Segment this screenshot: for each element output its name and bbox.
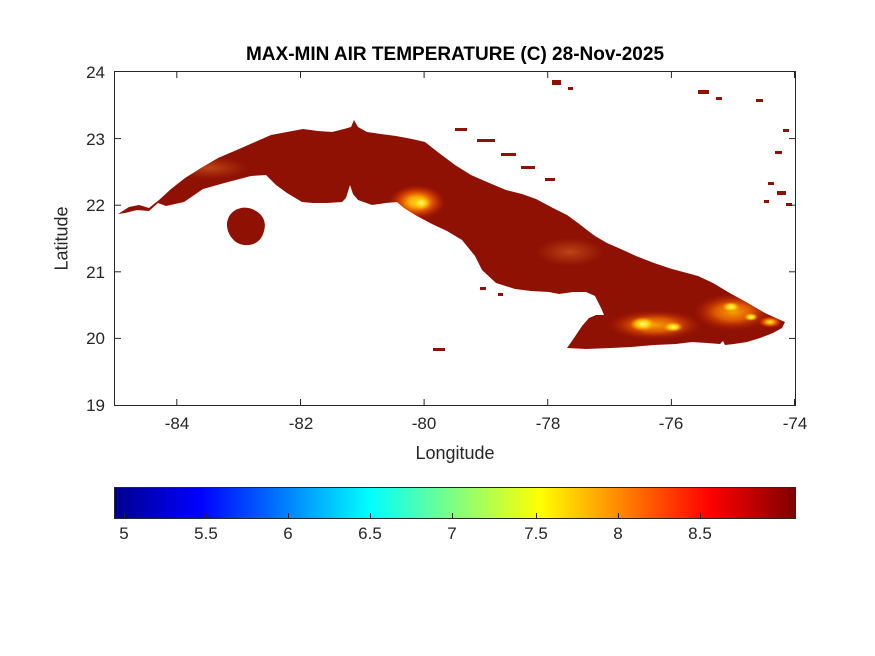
x-tick-label: -74	[782, 414, 808, 433]
y-tick-label: 21	[86, 263, 105, 282]
y-tick-label: 23	[86, 130, 105, 149]
y-tick-label: 20	[86, 329, 105, 348]
colorbar-tick-mark	[700, 513, 701, 518]
chart-title: MAX-MIN AIR TEMPERATURE (C) 28-Nov-2025	[245, 44, 665, 65]
colorbar-tick-mark	[536, 513, 537, 518]
x-tick-label: -80	[411, 414, 437, 433]
colorbar-tick-mark	[124, 513, 125, 518]
x-tick-label: -76	[658, 414, 684, 433]
colorbar-tick-mark	[618, 513, 619, 518]
colorbar-tick-label: 8.5	[688, 524, 712, 543]
x-axis-label: Longitude	[415, 443, 495, 463]
colorbar-tick-label: 7	[447, 524, 457, 543]
isla-de-la-juventud	[226, 207, 265, 246]
map-svg	[115, 72, 795, 405]
colorbar-tick-mark	[206, 513, 207, 518]
cayman-islet	[433, 348, 445, 351]
cuba-landmass	[118, 120, 785, 349]
x-tick-label: -84	[164, 414, 190, 433]
colorbar-tick-label: 5	[119, 524, 129, 543]
plot-area	[114, 71, 796, 406]
y-tick-label: 19	[86, 396, 105, 415]
axis-ticks	[115, 72, 795, 405]
hotspot-east-tip	[758, 316, 782, 328]
colorbar-tick-label: 7.5	[524, 524, 548, 543]
colorbar-tick-label: 5.5	[194, 524, 218, 543]
colorbar-tick-label: 8	[613, 524, 623, 543]
colorbar-tick-label: 6	[283, 524, 293, 543]
colorbar-tick-label: 6.5	[358, 524, 382, 543]
colorbar-tick-mark	[370, 513, 371, 518]
colorbar-tick-mark	[452, 513, 453, 518]
x-tick-label: -78	[535, 414, 561, 433]
bahamas-islet	[552, 80, 561, 85]
y-tick-label: 22	[86, 196, 105, 215]
colorbar	[114, 487, 796, 519]
y-axis-label: Latitude	[51, 206, 72, 271]
x-tick-label: -82	[288, 414, 314, 433]
cays-and-islets	[433, 80, 792, 351]
y-tick-label: 24	[86, 63, 105, 82]
colorbar-tick-mark	[288, 513, 289, 518]
